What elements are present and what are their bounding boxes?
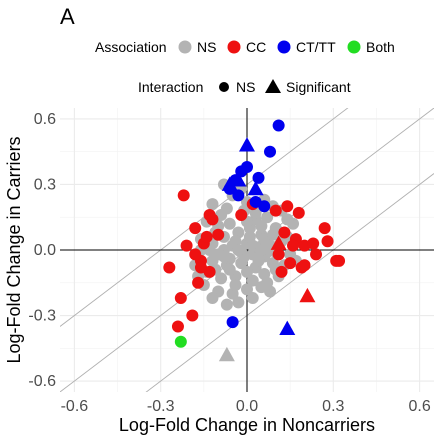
- point-cc: [272, 248, 285, 261]
- point-cc: [307, 237, 320, 250]
- x-tick-labels: -0.6 -0.3 0.0 0.3 0.6: [61, 398, 431, 415]
- significant-triangle: [239, 137, 255, 152]
- legend-interaction: Interaction NS Significant: [138, 79, 351, 95]
- point-ns: [281, 213, 294, 226]
- y-tick-label: -0.6: [28, 373, 56, 390]
- point-cc: [269, 204, 282, 217]
- significant-triangle: [279, 320, 296, 336]
- point-ns: [246, 274, 259, 287]
- legend-ct-tt-label: CT/TT: [296, 39, 336, 55]
- x-tick-label: 0.6: [408, 398, 430, 415]
- point-cc: [189, 248, 202, 261]
- y-tick-labels: -0.6 -0.3 0.0 0.3 0.6: [28, 111, 56, 390]
- point-ns: [261, 276, 274, 289]
- point-cc: [235, 209, 248, 222]
- point-ct-tt: [232, 189, 245, 202]
- point-ns: [261, 211, 274, 224]
- x-tick-label: 0.3: [322, 398, 344, 415]
- point-cc: [174, 292, 187, 305]
- y-axis-label: Log-Fold Change in Carriers: [4, 136, 24, 363]
- point-ct-tt: [226, 316, 239, 329]
- point-ns: [252, 254, 265, 267]
- point-cc: [275, 265, 288, 278]
- significant-triangle: [230, 172, 247, 187]
- panel-label: A: [60, 4, 75, 29]
- point-cc: [171, 320, 184, 333]
- point-ns: [217, 250, 230, 263]
- zero-axis-lines: [60, 108, 434, 392]
- point-cc: [177, 189, 190, 202]
- point-cc: [189, 222, 202, 235]
- point-cc: [298, 259, 311, 272]
- point-ns: [206, 198, 219, 211]
- point-cc: [284, 257, 297, 270]
- point-ct-tt: [272, 119, 285, 132]
- legend-interaction-significant-label: Significant: [286, 79, 351, 95]
- point-ns: [220, 298, 233, 311]
- point-ct-tt: [264, 145, 277, 158]
- point-ct-tt: [252, 171, 265, 184]
- point-cc: [333, 254, 346, 267]
- point-cc: [318, 222, 331, 235]
- legend-ns-label: NS: [197, 39, 216, 55]
- significant-triangle: [221, 176, 238, 191]
- x-tick-label: -0.3: [147, 398, 175, 415]
- legend-both-swatch: [347, 40, 361, 54]
- point-cc: [200, 230, 213, 243]
- x-tick-label: 0.0: [236, 398, 258, 415]
- x-tick-label: -0.6: [61, 398, 89, 415]
- significant-triangle: [299, 287, 316, 303]
- legend-cc-swatch: [227, 40, 241, 54]
- point-cc: [310, 248, 323, 261]
- significant-triangle: [218, 346, 235, 362]
- point-cc: [212, 228, 225, 241]
- point-cc: [206, 213, 219, 226]
- legend-interaction-title: Interaction: [138, 79, 203, 95]
- point-ns: [266, 228, 279, 241]
- y-tick-label: 0.0: [34, 242, 56, 259]
- point-ct-tt: [249, 195, 262, 208]
- point-ns: [241, 283, 253, 296]
- point-cc: [186, 309, 199, 322]
- point-cc: [163, 261, 176, 274]
- point-ns: [241, 265, 253, 278]
- legend-interaction-ns-label: NS: [236, 79, 255, 95]
- point-ns: [232, 296, 245, 309]
- y-tick-label: -0.3: [28, 308, 56, 325]
- point-ns: [220, 202, 233, 215]
- point-cc: [192, 276, 205, 289]
- point-ns: [232, 244, 245, 256]
- legend-both-label: Both: [366, 39, 395, 55]
- point-cc: [281, 200, 294, 213]
- point-cc: [292, 206, 305, 219]
- point-ns: [229, 278, 242, 291]
- point-ns: [255, 244, 268, 256]
- point-cc: [180, 239, 193, 252]
- legend-ns-swatch: [178, 40, 192, 54]
- point-both: [174, 335, 187, 348]
- point-ns: [206, 292, 219, 305]
- legend-triangle-swatch: [265, 79, 281, 93]
- y-tick-label: 0.6: [34, 111, 56, 128]
- legend-association: Association NS CC CT/TT Both: [95, 39, 395, 55]
- point-ns: [223, 217, 236, 230]
- data-points: [163, 119, 346, 362]
- y-tick-label: 0.3: [34, 176, 56, 193]
- point-cc: [278, 226, 291, 239]
- point-ns: [215, 272, 228, 285]
- point-ns: [246, 292, 259, 305]
- legend-circle-swatch: [219, 82, 229, 92]
- point-cc: [321, 235, 334, 248]
- point-cc: [287, 239, 300, 252]
- significant-triangle: [247, 180, 264, 196]
- legend-ct-tt-swatch: [277, 40, 291, 54]
- point-ns: [255, 219, 268, 232]
- legend-association-title: Association: [95, 39, 167, 55]
- point-cc: [194, 261, 207, 274]
- point-ns: [223, 263, 236, 276]
- significant-triangle: [270, 235, 287, 250]
- legend-cc-label: CC: [246, 39, 266, 55]
- x-axis-label: Log-Fold Change in Noncarriers: [119, 415, 375, 435]
